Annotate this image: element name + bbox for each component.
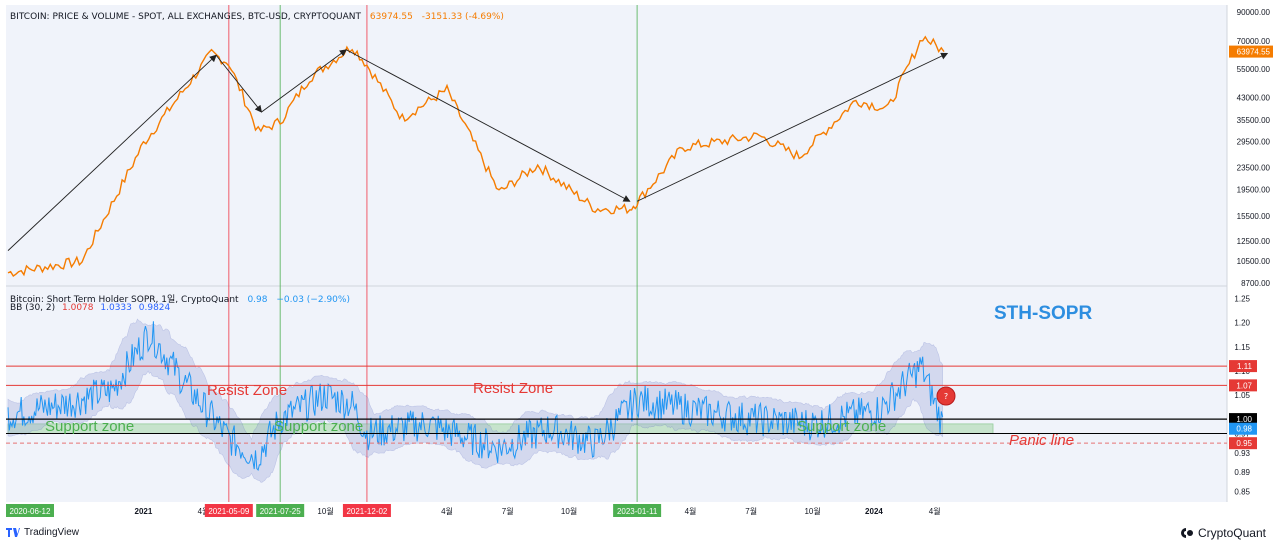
time-tick-label: 10월 — [317, 506, 333, 516]
cryptoquant-icon — [1180, 528, 1193, 538]
sopr-level-label: 1.07 — [1236, 381, 1252, 390]
price-tick-label: 55000.00 — [1237, 65, 1271, 74]
date-badge — [204, 504, 253, 517]
support-zone-label-3: Support zone — [797, 418, 886, 435]
time-tick-label: 4월 — [441, 506, 453, 516]
trend-arrow-5 — [636, 52, 949, 202]
tradingview-label: TradingView — [24, 527, 80, 538]
time-tick-label: 10월 — [561, 506, 577, 516]
time-tick-label: 4월 — [929, 506, 941, 516]
sopr-panel-bg — [6, 286, 1227, 502]
sopr-tick-label: 1.15 — [1234, 343, 1250, 352]
sopr-level-tag — [1229, 379, 1257, 392]
bb-upper-value: 1.0078 — [62, 303, 94, 313]
resist-zone-label-2: Resist Zone — [473, 380, 553, 397]
time-tick-label: 2024 — [865, 507, 883, 516]
date-badge-label: 2021-07-25 — [260, 507, 301, 516]
price-tick-label: 8700.00 — [1241, 279, 1270, 288]
time-tick-label: 4월 — [198, 506, 210, 516]
date-badge-label: 2023-01-11 — [617, 507, 658, 516]
date-badge — [256, 504, 305, 517]
trend-arrow-3 — [261, 49, 347, 113]
sth-sopr-title: STH-SOPR — [994, 303, 1092, 324]
date-badge-label: 2021-05-09 — [208, 507, 249, 516]
date-badge — [342, 504, 391, 517]
price-tick-label: 19500.00 — [1237, 185, 1271, 194]
trend-arrow-1 — [7, 54, 217, 251]
date-badge — [6, 504, 54, 517]
price-last-tag — [1229, 45, 1273, 58]
sopr-legend-change: −0.03 (−2.90%) — [276, 295, 350, 305]
bb-lower-value: 0.9824 — [138, 303, 171, 313]
price-tick-label: 35500.00 — [1237, 116, 1271, 125]
sopr-level-tag — [1229, 422, 1257, 435]
sopr-legend-value: 0.98 — [247, 295, 268, 305]
bb-legend: BB (30, 2) 1.0078 1.0333 0.9824 — [10, 303, 170, 313]
price-legend-title: BITCOIN: PRICE & VOLUME - SPOT, ALL EXCH… — [10, 12, 362, 22]
sopr-legend: Bitcoin: Short Term Holder SOPR, 1일, Cry… — [10, 292, 350, 305]
sopr-tick-label: 1.25 — [1234, 295, 1250, 304]
price-tick-label: 23500.00 — [1237, 164, 1271, 173]
price-tick-label: 12500.00 — [1237, 237, 1271, 246]
date-badge-label: 2020-06-12 — [10, 507, 51, 516]
price-legend: BITCOIN: PRICE & VOLUME - SPOT, ALL EXCH… — [10, 12, 504, 22]
sopr-current-marker — [936, 386, 956, 406]
price-tick-label: 90000.00 — [1237, 8, 1271, 17]
sopr-level-tag — [1229, 360, 1257, 373]
sopr-tick-label: 1.20 — [1234, 319, 1250, 328]
price-legend-value: 63974.55 — [369, 12, 413, 22]
price-tick-label: 29500.00 — [1237, 137, 1271, 146]
panic-line-label: Panic line — [1009, 432, 1074, 449]
btc-price-line — [7, 35, 945, 277]
bb-legend-title: BB (30, 2) — [10, 303, 56, 313]
support-zone-label-1: Support zone — [45, 418, 134, 435]
sopr-tick-label: 0.85 — [1234, 487, 1250, 496]
sopr-tick-label: 0.89 — [1234, 468, 1250, 477]
price-tick-label: 43000.00 — [1237, 94, 1271, 103]
resist-zone-label-1: Resist Zone — [207, 382, 287, 399]
bb-mid-value: 1.0333 — [100, 303, 132, 313]
cryptoquant-logo: CryptoQuant — [1180, 526, 1266, 540]
price-panel-bg — [6, 5, 1227, 286]
time-tick-label: 2021 — [135, 507, 153, 516]
tradingview-logo[interactable]: TradingView — [6, 527, 79, 538]
sopr-level-label: 0.95 — [1236, 439, 1252, 448]
date-badge — [613, 504, 662, 517]
price-last-label: 63974.55 — [1237, 48, 1271, 57]
tradingview-icon — [6, 528, 20, 537]
sopr-level-label: 0.98 — [1236, 425, 1252, 434]
date-badge-label: 2021-12-02 — [346, 507, 387, 516]
sopr-tick-label: 0.93 — [1234, 449, 1250, 458]
sopr-legend-title: Bitcoin: Short Term Holder SOPR, 1일, Cry… — [10, 295, 239, 305]
time-tick-label: 10월 — [804, 506, 820, 516]
sopr-level-label: 1.00 — [1236, 415, 1252, 424]
sopr-level-tag — [1229, 437, 1257, 450]
bollinger-band — [7, 318, 944, 483]
sopr-level-tag — [1229, 413, 1257, 426]
sopr-level-label: 1.11 — [1237, 362, 1253, 371]
price-legend-change: -3151.33 (-4.69%) — [421, 12, 504, 22]
price-tick-label: 15500.00 — [1237, 212, 1271, 221]
trend-arrow-2 — [215, 54, 263, 113]
time-tick-label: 7월 — [745, 506, 757, 516]
price-tick-label: 70000.00 — [1237, 37, 1271, 46]
time-tick-label: 4월 — [685, 506, 697, 516]
marker-glyph: ? — [944, 392, 948, 401]
time-tick-label: 7월 — [502, 506, 514, 516]
cryptoquant-label: CryptoQuant — [1197, 526, 1266, 540]
sopr-tick-label: 1.05 — [1234, 391, 1250, 400]
trend-arrow-4 — [346, 49, 631, 202]
support-zone-label-2: Support zone — [274, 418, 363, 435]
price-tick-label: 10500.00 — [1237, 257, 1271, 266]
